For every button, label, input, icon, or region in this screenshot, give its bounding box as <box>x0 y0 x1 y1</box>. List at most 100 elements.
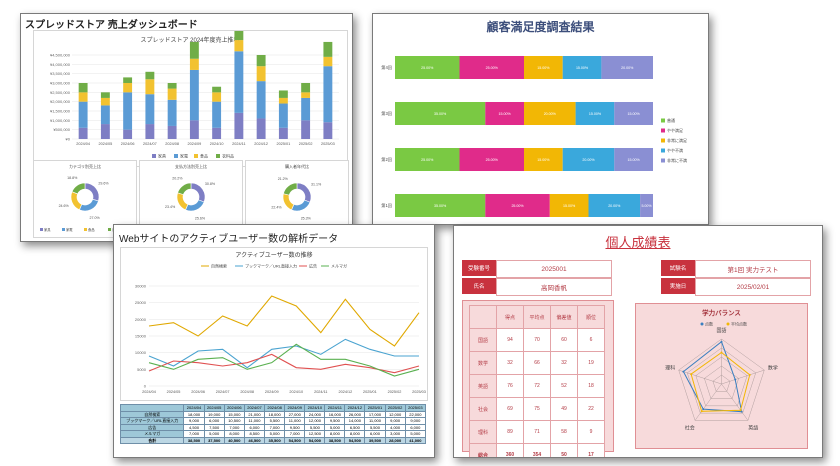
table-cell: 2024/11 <box>324 404 346 412</box>
bar-segment <box>189 41 199 59</box>
bar-segment <box>234 30 244 41</box>
bar-segment <box>459 148 524 171</box>
radar-axis-label: 英語 <box>748 425 758 432</box>
grade-cell: 69 <box>496 397 524 421</box>
bar-segment <box>78 101 88 128</box>
legend-label: 食品 <box>88 227 95 232</box>
report-title: 個人成績表 <box>605 235 671 250</box>
table-cell: 38,500 <box>324 436 346 444</box>
bar-segment <box>123 77 133 83</box>
radar-panel: 学力バランス 点数 平均点数 国語 数学 英語 社会 理科 <box>635 303 808 449</box>
x-tick-label: 2024/06 <box>121 142 135 146</box>
donut-title: 購入者年代比 <box>285 163 309 169</box>
legend-label: メルマガ <box>331 263 347 269</box>
donut-slice <box>282 193 295 211</box>
sales-bar-svg: スプレッドストア 2024年度売上推移 ¥4,500,000 ¥4,000,000 ¥… <box>50 30 339 159</box>
donut-data-label: 31.1% <box>311 182 322 186</box>
grade-cell: 75 <box>523 397 551 421</box>
donut-slice <box>190 182 206 203</box>
grade-cell: 71 <box>523 420 551 444</box>
bar-data-label: 35.00% <box>434 204 447 208</box>
radar-grid <box>712 374 731 392</box>
series-line <box>148 343 420 377</box>
x-tick-label: 2024/08 <box>165 142 179 146</box>
donut-title: カテゴリ別売上比 <box>69 163 101 169</box>
grade-cell: 52 <box>550 374 578 398</box>
bar-data-label: 15.00% <box>628 158 641 162</box>
donut-slice <box>283 182 298 196</box>
radar-point <box>690 373 693 376</box>
bar-segment <box>212 127 222 139</box>
grade-row: 英語 76 72 52 18 <box>469 374 605 398</box>
table-cell: 2024/05 <box>203 404 225 412</box>
grade-row: 数学 32 66 32 19 <box>469 351 605 375</box>
table-cell: 38,500 <box>183 436 205 444</box>
grade-cell: 94 <box>496 328 524 352</box>
grade-cell: 得点 <box>496 305 524 329</box>
bar-segment <box>549 194 589 217</box>
bar-segment <box>145 79 155 95</box>
y-tick-label: ¥1,000,000 <box>50 118 71 123</box>
bar-segment <box>123 129 133 139</box>
bar-segment <box>601 56 653 79</box>
bar-segment <box>234 51 244 113</box>
bar-segment <box>167 88 177 100</box>
x-tick-label: 2024/10 <box>289 390 303 394</box>
table-cell: 54,000 <box>304 436 326 444</box>
legend-label: やや不満 <box>667 147 683 153</box>
grade-row: 理科 89 71 58 9 <box>469 420 605 444</box>
x-tick-label: 2024/09 <box>188 142 202 146</box>
grade-total-row: 総合 360 354 50 17 <box>469 443 605 457</box>
series-line <box>148 353 420 374</box>
donut-data-label: 21.2% <box>278 177 289 181</box>
bar-data-label: 5.00% <box>641 204 652 208</box>
survey-title: 顧客満足度調査結果 <box>486 20 595 34</box>
table-cell: ブックマーク／URL直接入力 <box>119 417 185 425</box>
grade-cell: 数学 <box>469 351 497 375</box>
grade-table-bg: 得点 平均点 偏差値 順位 国語 94 70 60 6 数学 32 66 32 19 英語 76 72 52 18 社… <box>462 300 614 457</box>
grade-cell: 354 <box>523 443 551 457</box>
table-cell: 2024/09 <box>284 404 306 412</box>
table-cell: 41,000 <box>404 436 427 444</box>
x-tick-label: 2024/05 <box>99 142 113 146</box>
table-cell: 54,500 <box>284 436 306 444</box>
x-tick-label: 2024/07 <box>143 142 157 146</box>
x-tick-label: 2025/01 <box>277 142 291 146</box>
y-tick-label: 20000 <box>135 317 147 322</box>
table-row: メルマガ 7,000 5,000 8,000 8,500 5,000 7,000 12,500… <box>119 430 427 438</box>
donut-data-label: 23.4% <box>165 205 176 209</box>
table-cell: 2025/01 <box>364 404 386 412</box>
radar-axis <box>694 383 722 421</box>
radar-grid <box>678 338 765 421</box>
table-cell: 合計 <box>119 436 185 444</box>
bar-segment <box>301 83 311 93</box>
grade-cell: 6 <box>577 328 605 352</box>
donut-slice <box>71 182 86 195</box>
bar-segment <box>189 58 199 70</box>
table-cell: 39,500 <box>364 436 386 444</box>
grade-cell: 60 <box>550 328 578 352</box>
grade-cell: 50 <box>550 443 578 457</box>
bar-segment <box>234 40 244 52</box>
bar-segment <box>575 102 615 125</box>
category-label: 第4回 <box>381 64 392 71</box>
bar-segment <box>562 148 615 171</box>
grade-cell: 19 <box>577 351 605 375</box>
donut-slice <box>185 199 205 212</box>
sales-dashboard-card: スプレッドストア 売上ダッシュボード スプレッドストア 2024年度売上推移 ¥4… <box>20 13 353 242</box>
y-tick-label: ¥2,500,000 <box>50 90 71 95</box>
bar-data-label: 25.00% <box>486 66 499 70</box>
grade-cell: 22 <box>577 397 605 421</box>
y-tick-label: ¥500,000 <box>53 127 70 132</box>
bar-segment <box>278 97 288 104</box>
legend-marker <box>726 322 730 326</box>
field-value-exam-no: 2025001 <box>496 260 612 278</box>
legend-label: 家具 <box>158 153 166 159</box>
legend-swatch <box>216 154 220 158</box>
x-tick-label: 2024/12 <box>254 142 268 146</box>
radar-axis-label: 国語 <box>716 327 726 334</box>
radar-grid <box>704 365 739 399</box>
table-cell: 2024/12 <box>344 404 366 412</box>
sales-bar-chart: スプレッドストア 2024年度売上推移 ¥4,500,000 ¥4,000,000 ¥… <box>33 30 348 167</box>
